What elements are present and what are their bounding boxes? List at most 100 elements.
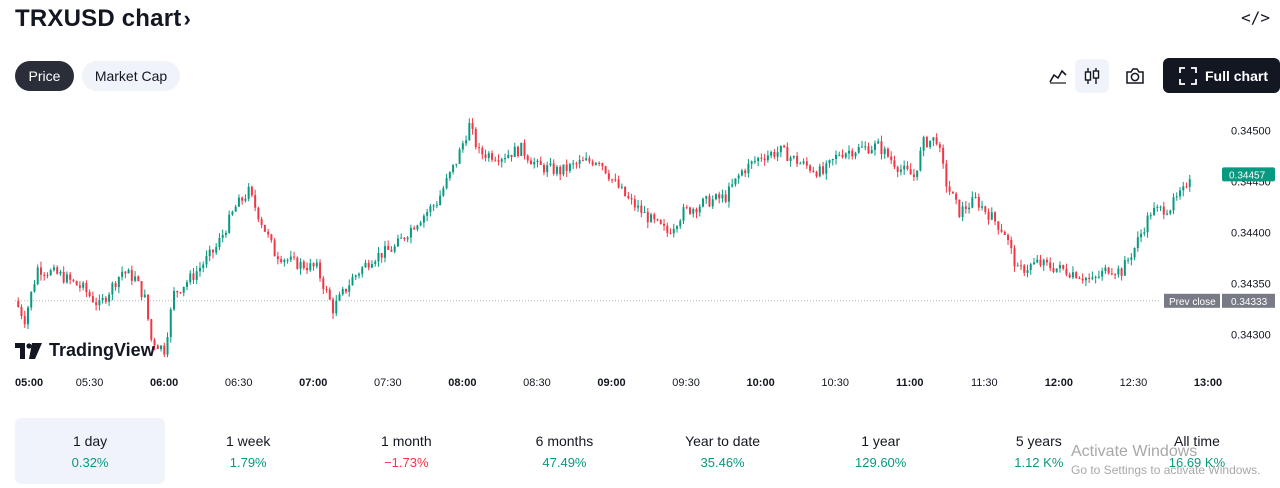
- candle-body: [711, 199, 714, 207]
- prev-close-value-bg: [1222, 293, 1275, 308]
- y-tick-label: 0.34400: [1231, 228, 1271, 240]
- tab-market-cap[interactable]: Market Cap: [82, 61, 180, 91]
- candle-body: [740, 170, 743, 176]
- candle-body: [1052, 268, 1055, 272]
- candle-body: [568, 164, 571, 171]
- prev-close-label: Prev close: [1169, 297, 1216, 308]
- candle-body: [111, 283, 114, 295]
- candle-body: [452, 164, 455, 172]
- candle-body: [312, 263, 315, 267]
- range-5-years[interactable]: 5 years 1.12 K%: [964, 418, 1114, 484]
- candle-body: [510, 154, 513, 157]
- candle-body: [601, 163, 604, 167]
- candle-body: [997, 221, 1000, 230]
- candle-body: [572, 163, 575, 165]
- candle-body: [565, 164, 568, 171]
- candle-body: [202, 264, 205, 268]
- candle-body: [637, 205, 640, 208]
- candle-body: [134, 276, 137, 281]
- candle-body: [1058, 265, 1061, 269]
- candle-body: [348, 285, 351, 292]
- candle-body: [867, 146, 870, 154]
- candle-body: [169, 309, 172, 338]
- candle-body: [546, 165, 549, 173]
- candle-body: [1130, 257, 1133, 260]
- candle-body: [413, 227, 416, 230]
- candle-body: [137, 276, 140, 282]
- tab-price[interactable]: Price: [15, 61, 74, 91]
- range-6-months[interactable]: 6 months 47.49%: [489, 418, 639, 484]
- line-chart-button[interactable]: [1041, 59, 1075, 93]
- chevron-right-icon[interactable]: ›: [183, 6, 191, 31]
- candle-body: [1169, 210, 1172, 214]
- candle-body: [906, 165, 909, 170]
- candle-body: [231, 211, 234, 215]
- candle-body: [400, 237, 403, 239]
- last-price-label-bg: [1222, 167, 1275, 182]
- full-chart-label: Full chart: [1205, 67, 1269, 84]
- candle-body: [896, 167, 899, 172]
- chart-title-text[interactable]: TRXUSD chart: [15, 5, 182, 32]
- candle-body: [500, 159, 503, 162]
- candle-body: [432, 205, 435, 207]
- candlestick-icon: [1084, 68, 1100, 84]
- y-tick-label: 0.34350: [1231, 278, 1271, 290]
- candle-body: [653, 214, 656, 220]
- x-tick-label: 06:30: [225, 377, 253, 389]
- candle-body: [357, 273, 360, 276]
- range-label: 6 months: [535, 433, 594, 449]
- candle-body: [763, 158, 766, 161]
- candle-body: [293, 256, 296, 258]
- candle-body: [507, 154, 510, 159]
- range-year-to-date[interactable]: Year to date 35.46%: [648, 418, 798, 484]
- candle-body: [669, 232, 672, 234]
- price-chart[interactable]: 0.345000.344500.344000.343500.34300Prev …: [0, 100, 1280, 400]
- range-1-year[interactable]: 1 year 129.60%: [806, 418, 956, 484]
- candle-body: [306, 267, 309, 271]
- candle-body: [526, 155, 529, 161]
- candlestick-button[interactable]: [1075, 59, 1109, 93]
- code-embed-icon[interactable]: </>: [1241, 8, 1270, 27]
- candle-body: [351, 276, 354, 286]
- screenshot-button[interactable]: [1118, 59, 1152, 93]
- candle-body: [127, 269, 130, 274]
- range-all-time[interactable]: All time 16.69 K%: [1122, 418, 1272, 484]
- range-1-month[interactable]: 1 month −1.73%: [331, 418, 481, 484]
- full-chart-button[interactable]: Full chart: [1163, 58, 1280, 93]
- candle-body: [393, 246, 396, 252]
- range-selector: 1 day 0.32% 1 week 1.79% 1 month −1.73% 6 mont…: [15, 418, 1280, 484]
- range-1-day[interactable]: 1 day 0.32%: [15, 418, 166, 484]
- candle-body: [387, 246, 390, 250]
- candle-body: [1042, 259, 1045, 266]
- candle-body: [880, 141, 883, 155]
- candle-body: [487, 153, 490, 158]
- candle-body: [338, 294, 341, 301]
- candle-body: [1036, 259, 1039, 263]
- candle-body: [218, 237, 221, 248]
- candle-body: [903, 165, 906, 170]
- candle-body: [1010, 239, 1013, 249]
- candle-body: [237, 197, 240, 207]
- candle-body: [701, 198, 704, 207]
- chart-title[interactable]: TRXUSD chart›: [15, 5, 191, 33]
- candle-body: [581, 160, 584, 162]
- candle-body: [46, 274, 49, 276]
- candle-body: [916, 170, 919, 177]
- candle-body: [760, 157, 763, 159]
- candle-body: [815, 171, 818, 177]
- candle-body: [714, 194, 717, 200]
- candle-body: [1136, 237, 1139, 248]
- candle-body: [1133, 247, 1136, 258]
- candle-body: [552, 163, 555, 174]
- candle-body: [1071, 272, 1074, 278]
- candle-body: [672, 228, 675, 234]
- candle-body: [328, 289, 331, 300]
- range-label: 1 year: [861, 433, 901, 449]
- candle-body: [1049, 262, 1052, 269]
- range-1-week[interactable]: 1 week 1.79%: [173, 418, 323, 484]
- candle-body: [877, 141, 880, 144]
- candle-body: [1123, 260, 1126, 276]
- camera-icon: [1126, 68, 1144, 84]
- tradingview-logo[interactable]: TradingView: [15, 340, 155, 361]
- candle-body: [942, 147, 945, 164]
